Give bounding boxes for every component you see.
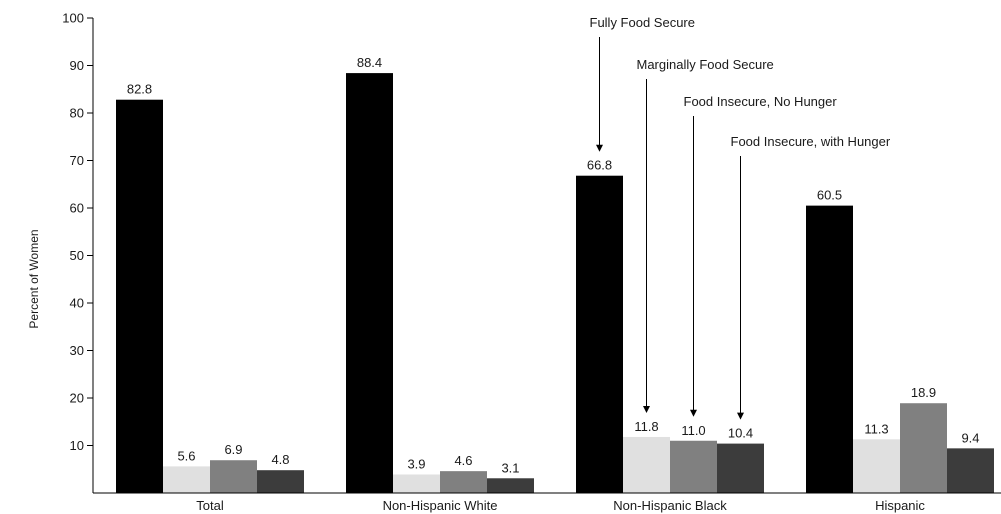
legend-callout-arrowhead xyxy=(690,409,697,417)
y-tick-label: 50 xyxy=(70,248,84,263)
y-tick-label: 70 xyxy=(70,153,84,168)
y-tick-label: 40 xyxy=(70,296,84,311)
y-tick-label: 10 xyxy=(70,438,84,453)
bar xyxy=(163,466,210,493)
legend-callout-label: Food Insecure, No Hunger xyxy=(684,94,838,109)
bar xyxy=(717,443,764,493)
data-label: 60.5 xyxy=(817,188,842,203)
data-label: 66.8 xyxy=(587,158,612,173)
data-label: 18.9 xyxy=(911,385,936,400)
data-label: 9.4 xyxy=(961,430,979,445)
legend-callout-label: Marginally Food Secure xyxy=(637,57,774,72)
legend-callout-label: Food Insecure, with Hunger xyxy=(731,134,891,149)
bar xyxy=(623,436,670,493)
y-tick-label: 20 xyxy=(70,391,84,406)
category-label: Total xyxy=(196,498,224,513)
bar xyxy=(947,448,994,493)
bar xyxy=(440,471,487,493)
y-tick-label: 60 xyxy=(70,201,84,216)
category-label: Hispanic xyxy=(875,498,925,513)
legend-callout-arrowhead xyxy=(643,405,650,413)
data-label: 3.1 xyxy=(501,460,519,475)
legend-callout-arrowhead xyxy=(737,412,744,420)
y-axis: 10 20 30 40 50 60 70 80 90 100 xyxy=(62,11,94,493)
bar xyxy=(346,73,393,493)
value-labels: 82.8 5.6 6.9 4.8 88.4 3.9 4.6 3.1 66.8 11.8 11.0 10… xyxy=(127,55,980,475)
y-tick-label: 30 xyxy=(70,343,84,358)
category-label: Non-Hispanic White xyxy=(383,498,498,513)
bar xyxy=(670,440,717,493)
bar xyxy=(576,175,623,493)
bar xyxy=(210,460,257,493)
data-label: 11.0 xyxy=(681,423,705,438)
y-axis-title: Percent of Women xyxy=(27,229,41,328)
y-tick-label: 100 xyxy=(62,11,84,26)
data-label: 11.3 xyxy=(864,421,888,436)
x-axis: Total Non-Hispanic White Non-Hispanic Blac… xyxy=(93,492,1001,513)
bar xyxy=(853,439,900,493)
data-label: 3.9 xyxy=(407,456,425,471)
bar xyxy=(257,470,304,493)
category-label: Non-Hispanic Black xyxy=(613,498,727,513)
bars xyxy=(116,73,994,493)
data-label: 82.8 xyxy=(127,82,152,97)
bar xyxy=(116,99,163,493)
data-label: 88.4 xyxy=(357,55,382,70)
bar xyxy=(487,478,534,493)
data-label: 5.6 xyxy=(177,448,195,463)
y-tick-label: 80 xyxy=(70,106,84,121)
data-label: 10.4 xyxy=(728,426,753,441)
bar xyxy=(393,474,440,493)
data-label: 11.8 xyxy=(634,419,658,434)
bar xyxy=(900,403,947,493)
data-label: 4.6 xyxy=(454,453,472,468)
data-label: 4.8 xyxy=(271,452,289,467)
legend-callouts: Fully Food Secure Marginally Food Secure F… xyxy=(590,15,891,420)
bar xyxy=(806,205,853,493)
legend-callout-label: Fully Food Secure xyxy=(590,15,696,30)
y-tick-label: 90 xyxy=(70,58,84,73)
legend-callout-arrowhead xyxy=(596,144,603,152)
data-label: 6.9 xyxy=(224,442,242,457)
